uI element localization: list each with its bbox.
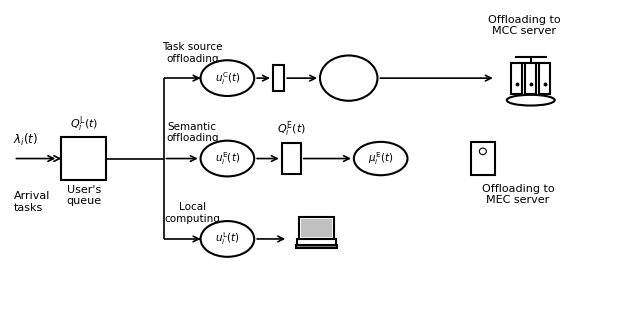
Bar: [273, 65, 284, 91]
Text: $Q_i^\mathrm{L}(t)$: $Q_i^\mathrm{L}(t)$: [70, 114, 98, 134]
Bar: [470, 142, 495, 175]
Text: $u_i^\mathrm{C}(t)$: $u_i^\mathrm{C}(t)$: [214, 70, 240, 87]
Bar: [282, 143, 301, 174]
Bar: [296, 245, 337, 248]
Ellipse shape: [200, 141, 254, 176]
Text: User's
queue: User's queue: [66, 185, 101, 206]
Text: $\mu_i^\mathrm{E}(t)$: $\mu_i^\mathrm{E}(t)$: [368, 150, 394, 167]
Bar: [298, 239, 336, 245]
Bar: [300, 217, 334, 239]
Ellipse shape: [354, 142, 408, 175]
Circle shape: [479, 148, 486, 155]
Bar: [61, 137, 106, 180]
Text: Semantic
offloading: Semantic offloading: [166, 121, 218, 143]
Text: Arrival
tasks: Arrival tasks: [13, 191, 50, 213]
Text: $u_i^\mathrm{L}(t)$: $u_i^\mathrm{L}(t)$: [215, 231, 240, 247]
Bar: [525, 63, 536, 94]
Ellipse shape: [320, 56, 378, 101]
Text: Task source
offloading: Task source offloading: [162, 42, 223, 64]
Text: $\lambda_i(t)$: $\lambda_i(t)$: [13, 132, 38, 148]
Text: Offloading to
MCC server: Offloading to MCC server: [488, 15, 561, 37]
Bar: [511, 63, 522, 94]
Ellipse shape: [200, 221, 254, 257]
Bar: [301, 219, 332, 237]
Text: Local
computing: Local computing: [164, 202, 220, 223]
Text: Offloading to
MEC server: Offloading to MEC server: [482, 184, 554, 205]
Ellipse shape: [507, 95, 555, 106]
Ellipse shape: [200, 60, 254, 96]
Text: $u_i^\mathrm{E}(t)$: $u_i^\mathrm{E}(t)$: [215, 150, 240, 167]
Text: $Q_i^\mathrm{E}(t)$: $Q_i^\mathrm{E}(t)$: [277, 120, 306, 139]
Bar: [540, 63, 550, 94]
